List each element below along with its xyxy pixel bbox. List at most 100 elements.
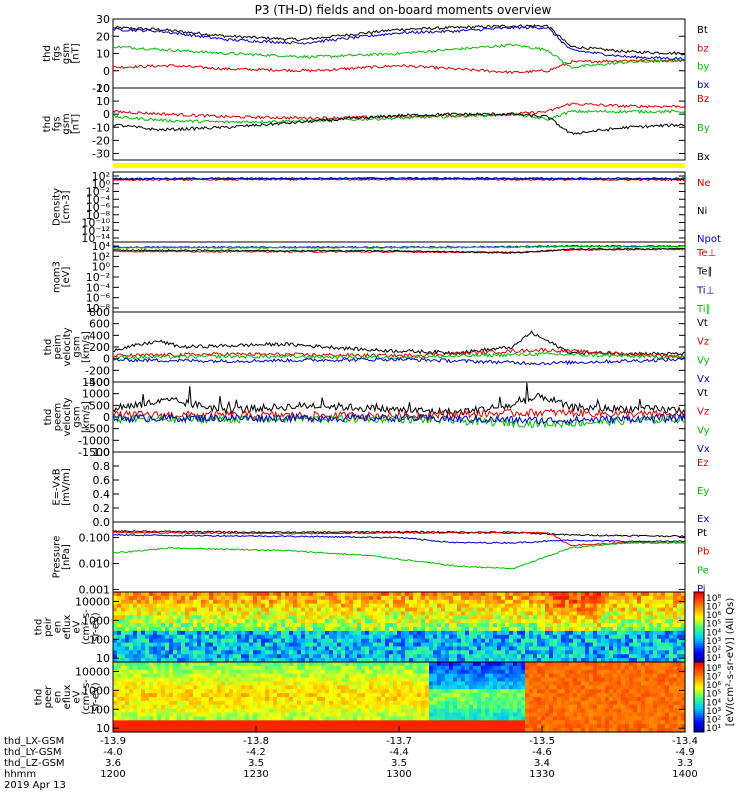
colorbar-tick-label: 10⁵ (706, 620, 721, 630)
y-tick-label: 0.0 (93, 516, 111, 529)
series-line-Npot (112, 177, 686, 181)
y-tick-label: 0 (103, 108, 110, 121)
series-line-bz (112, 58, 686, 75)
series-line-Te∥ (112, 247, 686, 254)
y-axis-label: (cm²-s- (81, 609, 92, 645)
y-axis-label: thd (43, 339, 54, 356)
y-tick-label: 1500 (82, 376, 110, 389)
legend-entry: Ti∥ (696, 304, 711, 315)
y-tick-label: 1.0 (93, 446, 111, 459)
series-line-Vz (112, 407, 686, 421)
y-axis-label: velocity (62, 327, 73, 366)
y-tick-label: 100 (89, 703, 110, 716)
legend-entry: Ni (697, 206, 707, 217)
y-tick-label: -500 (85, 423, 110, 436)
series-line-Pi (112, 533, 686, 544)
x-tick-label: -4.0 (103, 747, 123, 758)
y-tick-label: 10⁻¹² (81, 224, 110, 237)
y-tick-label: 0.6 (93, 474, 111, 487)
y-tick-label: 10⁻⁸ (86, 302, 111, 315)
y-axis-label: eflux (62, 685, 73, 710)
series-line-bx (112, 25, 686, 61)
legend-entry: bz (697, 43, 709, 54)
y-tick-label: 0.010 (79, 557, 111, 570)
y-tick-label: -10 (92, 82, 110, 95)
y-tick-label: 10⁻⁶ (86, 201, 111, 214)
y-axis-label: gsm (61, 113, 72, 134)
x-tick-label: -13.4 (672, 736, 698, 747)
y-axis-label: [mV/m] (61, 468, 72, 506)
x-row-label: thd_LY-GSM (4, 747, 61, 758)
panel-6: 1.00.80.60.40.20.0 E=-VxB[mV/m] Ez Ey Ex (51, 446, 709, 529)
colorbar-tick-label: 10⁴ (706, 698, 721, 708)
legend-entry: Vx (697, 444, 710, 455)
x-tick-label: 3.4 (534, 758, 550, 769)
legend-entry: Ez (697, 458, 709, 469)
y-axis-label: thd (43, 409, 54, 426)
x-tick-label: -13.5 (529, 736, 555, 747)
y-axis-label: gsm (61, 43, 72, 64)
legend-entry: Vx (697, 374, 710, 385)
y-tick-label: 10² (92, 250, 110, 263)
colorbar-tick-label: 10² (706, 715, 721, 725)
y-tick-label: 10 (96, 722, 110, 735)
y-tick-label: 10⁻⁸ (86, 209, 111, 222)
heatmap-cells (113, 662, 686, 733)
colorbar-label: [eV/(cm²-s-sr-eV)] (All Qs) (725, 598, 736, 727)
y-tick-label: 1000 (82, 684, 110, 697)
y-tick-label: 30 (96, 13, 110, 26)
legend-entry: Ey (697, 486, 709, 497)
series-line-Pe (112, 541, 686, 570)
series-line-Vx (112, 356, 686, 366)
panel-frame (112, 87, 686, 161)
legend-entry: bx (697, 80, 709, 91)
y-axis-label: velocity (62, 397, 73, 436)
legend-entry: Bx (697, 152, 710, 163)
x-tick-label: 3.5 (391, 758, 407, 769)
panel-frame (112, 311, 686, 383)
colorbar-tick-label: 10⁶ (706, 681, 721, 691)
y-axis-label: gsm (72, 336, 83, 357)
legend-entry: Ti⊥ (696, 285, 714, 296)
series-line-by (112, 43, 686, 69)
y-axis-label: mom3 (51, 261, 62, 293)
y-tick-label: 0.2 (93, 502, 111, 515)
y-tick-label: -1000 (78, 434, 110, 447)
legend-entry: Pb (697, 547, 709, 558)
legend-entry: Vz (697, 337, 709, 348)
colorbar-tick-label: 10⁵ (706, 690, 721, 700)
y-axis-label: thd (34, 619, 45, 636)
y-tick-label: 10 (96, 95, 110, 108)
y-axis-label: peir (43, 616, 54, 636)
series-line-Vx (112, 412, 686, 426)
y-tick-label: 10 (96, 48, 110, 61)
y-tick-label: 0.100 (79, 532, 111, 545)
x-tick-label: -13.7 (386, 736, 412, 747)
x-tick-label: 1230 (243, 769, 268, 780)
colorbar-tick-label: 10² (706, 645, 721, 655)
y-axis-label: peer (43, 685, 54, 709)
legend-entry: Vt (697, 388, 708, 399)
y-tick-label: 1000 (82, 614, 110, 627)
y-axis-label: thd (42, 45, 53, 62)
y-tick-label: 20 (96, 30, 110, 43)
y-axis-label: peem (53, 403, 64, 431)
y-tick-label: 10⁰ (92, 261, 111, 274)
y-tick-label: 10⁴ (92, 240, 111, 253)
y-tick-label: -200 (85, 364, 110, 377)
series-line-Vz (112, 347, 686, 359)
y-axis-label: gsm (72, 406, 83, 427)
y-tick-label: 100 (89, 633, 110, 646)
series-line-By (112, 109, 686, 124)
legend-entry: Vy (697, 355, 710, 366)
legend-entry: Vy (697, 425, 710, 436)
legend-entry: Bt (697, 25, 708, 36)
y-tick-label: -10 (92, 121, 110, 134)
